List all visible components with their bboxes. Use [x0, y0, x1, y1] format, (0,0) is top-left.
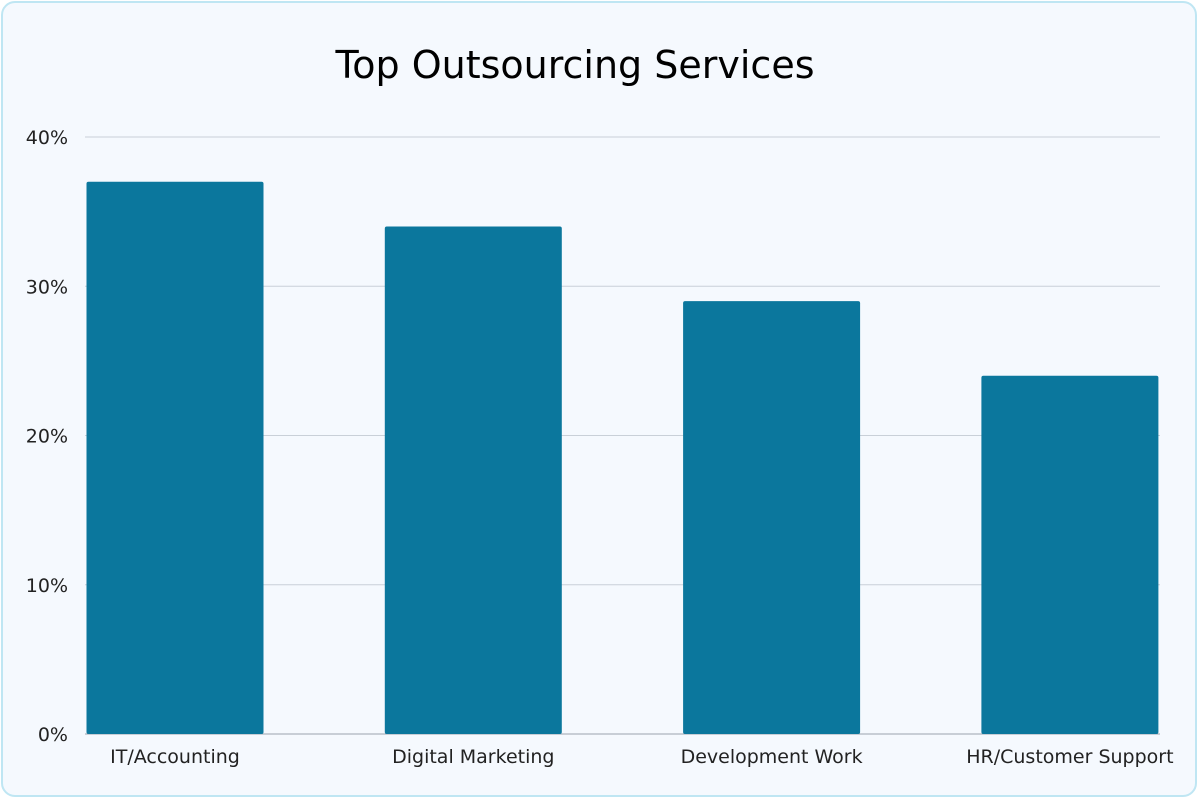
bar-3: [683, 301, 861, 734]
x-category-label: Digital Marketing: [392, 746, 554, 768]
bar-4: [981, 375, 1159, 734]
y-tick-label: 20%: [26, 426, 68, 448]
chart-title: Top Outsourcing Services: [335, 43, 815, 87]
bar-2: [384, 226, 562, 735]
x-category-label: HR/Customer Support: [966, 746, 1173, 768]
y-tick-label: 0%: [38, 724, 68, 746]
bar-1: [86, 181, 264, 734]
x-category-label: IT/Accounting: [110, 746, 240, 768]
x-category-label: Development Work: [681, 746, 863, 768]
y-tick-label: 10%: [26, 575, 68, 597]
y-tick-label: 40%: [26, 127, 68, 149]
y-tick-label: 30%: [26, 276, 68, 298]
